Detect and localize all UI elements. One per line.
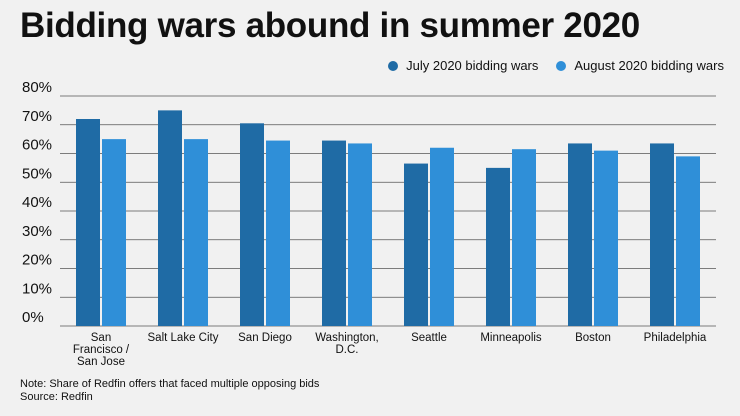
- x-tick-label-line: D.C.: [336, 344, 359, 356]
- footnote: Note: Share of Redfin offers that faced …: [20, 378, 319, 404]
- bar-august: [594, 150, 618, 326]
- x-tick-label: Washington, D.C.: [315, 332, 379, 356]
- y-tick-label: 50%: [22, 165, 52, 182]
- bar-august: [676, 156, 700, 326]
- x-tick-label: San Diego: [238, 332, 292, 344]
- legend-item-july: July 2020 bidding wars: [388, 58, 538, 73]
- x-tick-label: San Francisco / San Jose: [73, 332, 130, 368]
- legend-label-july: July 2020 bidding wars: [406, 58, 539, 73]
- bar-august: [266, 140, 290, 326]
- bar-july: [158, 110, 182, 326]
- source-text: Source: Redfin: [20, 391, 93, 403]
- x-tick-label-line: Minneapolis: [480, 332, 542, 344]
- x-tick-label-line: Philadelphia: [644, 332, 707, 344]
- x-tick-label-line: Francisco /: [73, 344, 130, 356]
- bar-july: [322, 140, 346, 326]
- legend-swatch-august: [556, 60, 567, 71]
- x-tick-label-line: Boston: [575, 332, 611, 344]
- x-tick-label: Philadelphia: [644, 332, 707, 344]
- y-tick-label: 30%: [22, 223, 52, 240]
- bar-july: [650, 143, 674, 326]
- y-tick-label: 70%: [22, 108, 52, 125]
- bar-july: [76, 119, 100, 326]
- x-tick-label-line: Salt Lake City: [148, 332, 219, 344]
- legend-item-august: August 2020 bidding wars: [556, 58, 724, 73]
- y-tick-label: 20%: [22, 252, 52, 269]
- y-tick-label: 0%: [22, 309, 44, 326]
- chart-title: Bidding wars abound in summer 2020: [20, 6, 640, 45]
- y-tick-label: 80%: [22, 79, 52, 96]
- y-tick-label: 60%: [22, 137, 52, 154]
- x-tick-label-line: San Diego: [238, 332, 292, 344]
- bar-july: [486, 167, 510, 326]
- x-tick-label-line: Washington,: [315, 332, 379, 344]
- bar-august: [430, 147, 454, 326]
- note-text: Note: Share of Redfin offers that faced …: [20, 378, 320, 390]
- x-tick-label: Salt Lake City: [148, 332, 219, 344]
- y-tick-label: 10%: [22, 280, 52, 297]
- bar-july: [240, 123, 264, 326]
- x-tick-label: Boston: [575, 332, 611, 344]
- bar-august: [102, 139, 126, 326]
- x-tick-label-line: San Jose: [77, 356, 125, 368]
- bar-august: [348, 143, 372, 326]
- x-tick-label: Seattle: [411, 332, 447, 344]
- bar-august: [184, 139, 208, 326]
- y-tick-label: 40%: [22, 194, 52, 211]
- x-tick-label-line: San: [91, 332, 111, 344]
- x-tick-label: Minneapolis: [480, 332, 542, 344]
- bar-august: [512, 149, 536, 326]
- bar-july: [404, 163, 428, 326]
- legend-label-august: August 2020 bidding wars: [574, 58, 724, 73]
- x-tick-label-line: Seattle: [411, 332, 447, 344]
- legend-swatch-july: [388, 60, 399, 71]
- bar-july: [568, 143, 592, 326]
- legend: July 2020 bidding wars August 2020 biddi…: [388, 58, 724, 73]
